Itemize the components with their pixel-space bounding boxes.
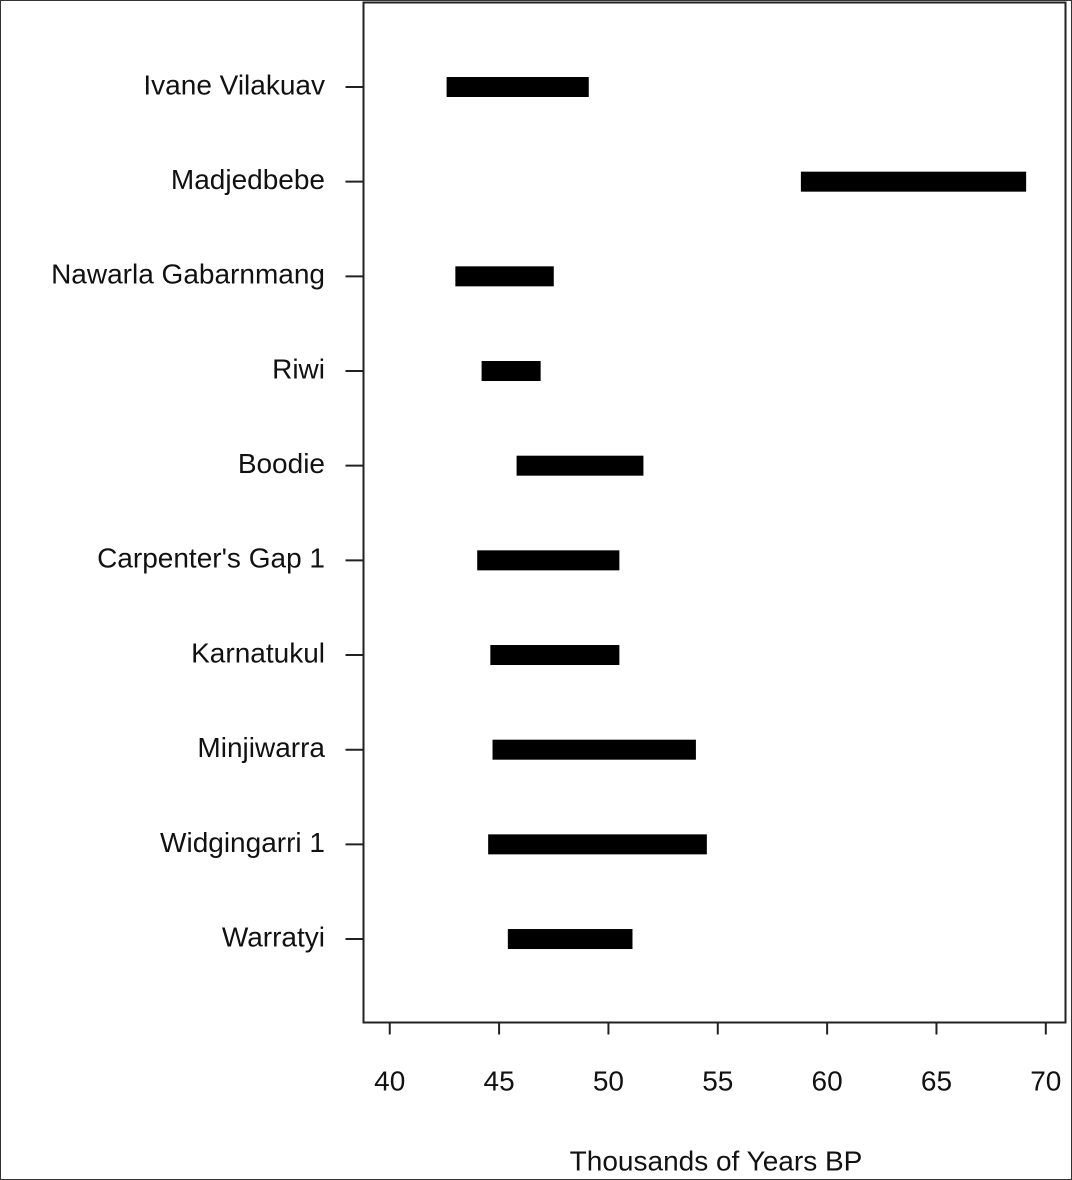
y-tick-label: Warratyi [222,921,325,952]
range-bar [516,455,644,476]
y-tick-label: Ivane Vilakuav [143,69,325,100]
y-tick-label: Boodie [238,448,325,479]
y-tick-label: Minjiwarra [197,732,325,763]
y-tick-label: Carpenter's Gap 1 [97,543,325,574]
x-tick-label: 40 [374,1065,405,1096]
x-tick-label: 60 [812,1065,843,1096]
range-bar [492,739,696,760]
range-bar [800,171,1027,192]
range-bar [477,550,620,571]
x-tick-label: 55 [702,1065,733,1096]
range-bar [455,266,554,287]
x-tick-label: 45 [484,1065,515,1096]
x-axis-label: Thousands of Years BP [570,1145,863,1176]
range-bar [446,77,589,97]
y-tick-label: Riwi [272,353,325,384]
y-tick-label: Karnatukul [191,637,325,668]
x-tick-label: 65 [921,1065,952,1096]
range-bar [488,834,707,855]
plot-box [362,1,1067,1024]
range-bar [490,645,620,666]
range-bar [481,361,541,382]
range-bar [507,929,633,950]
x-tick-label: 70 [1030,1065,1061,1096]
y-tick-label: Madjedbebe [171,164,325,195]
y-tick-label: Widgingarri 1 [160,827,325,858]
x-tick-label: 50 [593,1065,624,1096]
y-tick-label: Nawarla Gabarnmang [51,259,325,290]
